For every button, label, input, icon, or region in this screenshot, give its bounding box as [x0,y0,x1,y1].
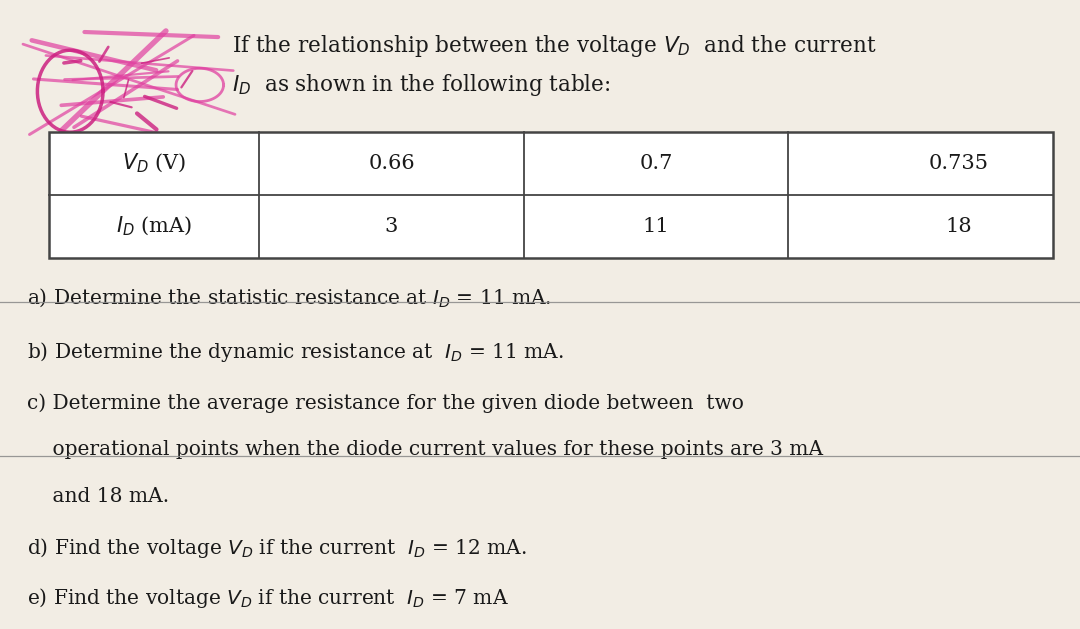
Text: 0.66: 0.66 [368,154,415,173]
Text: and 18 mA.: and 18 mA. [27,487,170,506]
Text: 3: 3 [384,217,399,236]
Text: $I_D$  as shown in the following table:: $I_D$ as shown in the following table: [232,72,610,98]
Text: a) Determine the statistic resistance at $I_D$ = 11 mA.: a) Determine the statistic resistance at… [27,286,552,309]
Text: 0.735: 0.735 [929,154,988,173]
Text: If the relationship between the voltage $V_D$  and the current: If the relationship between the voltage … [232,33,877,58]
Text: 0.7: 0.7 [639,154,673,173]
Text: 18: 18 [945,217,972,236]
Text: 11: 11 [643,217,670,236]
Text: b) Determine the dynamic resistance at  $I_D$ = 11 mA.: b) Determine the dynamic resistance at $… [27,340,564,364]
Text: d) Find the voltage $V_D$ if the current  $I_D$ = 12 mA.: d) Find the voltage $V_D$ if the current… [27,536,527,560]
Text: operational points when the diode current values for these points are 3 mA: operational points when the diode curren… [27,440,823,459]
Bar [49,132,1053,258]
Text: c) Determine the average resistance for the given diode between  two: c) Determine the average resistance for … [27,393,744,413]
Text: e) Find the voltage $V_D$ if the current  $I_D$ = 7 mA: e) Find the voltage $V_D$ if the current… [27,586,509,610]
Text: $I_D$ (mA): $I_D$ (mA) [116,215,192,238]
Text: $V_D$ (V): $V_D$ (V) [122,152,186,175]
